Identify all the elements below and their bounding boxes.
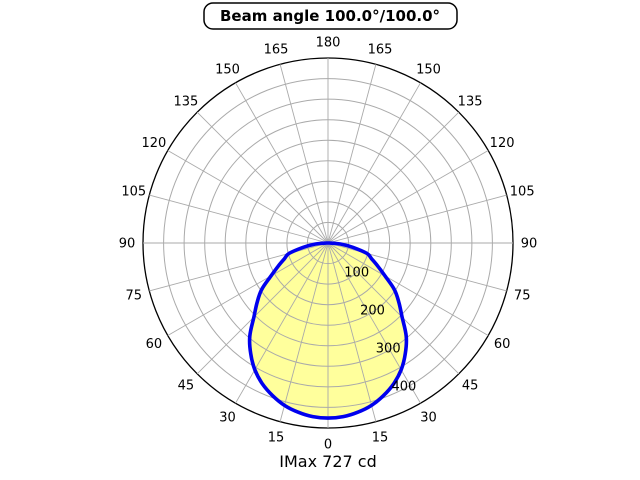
theta-tick-label-90-left: 90 <box>119 237 136 252</box>
theta-tick-label-105-right: 105 <box>510 185 535 200</box>
theta-tick-label-180: 180 <box>316 36 341 51</box>
grid-spoke-345 <box>279 242 329 422</box>
grid-spoke-15 <box>327 242 377 422</box>
theta-tick-label-90-right: 90 <box>521 237 538 252</box>
grid-spoke-315 <box>196 242 329 375</box>
grid-spoke-255 <box>149 194 329 244</box>
grid-spoke-30 <box>327 242 421 404</box>
grid-spoke-330 <box>235 242 329 404</box>
chart-title: Beam angle 100.0°/100.0° <box>220 7 440 25</box>
r-tick-label-100: 100 <box>344 266 369 281</box>
theta-tick-label-45-right: 45 <box>462 379 479 394</box>
theta-tick-label-165-right: 165 <box>368 42 393 57</box>
grid-spoke-240 <box>167 150 329 244</box>
theta-tick-label-150-left: 150 <box>215 62 240 77</box>
grid-spoke-150 <box>327 82 421 244</box>
grid-spoke-225 <box>196 111 329 244</box>
grid-spoke-105 <box>327 194 507 244</box>
r-tick-label-300: 300 <box>376 341 401 356</box>
tick-labels: 0 15 15 30 30 45 45 60 60 75 75 90 90 105 105 120 120 135… <box>119 36 538 453</box>
theta-tick-label-120-right: 120 <box>490 136 515 151</box>
theta-tick-label-135-left: 135 <box>173 94 198 109</box>
intensity-curve-stroke-layer <box>247 241 409 420</box>
theta-tick-label-15-right: 15 <box>372 431 389 446</box>
grid-spoke-120 <box>327 150 489 244</box>
title-box-outline <box>203 2 458 30</box>
theta-tick-label-30-right: 30 <box>420 411 437 426</box>
grid-spoke-45 <box>327 242 460 375</box>
theta-tick-label-45-left: 45 <box>178 379 195 394</box>
imax-caption: IMax 727 cd <box>279 452 376 471</box>
r-tick-label-400: 400 <box>391 379 416 394</box>
theta-tick-label-105-left: 105 <box>121 185 146 200</box>
grid-spoke-210 <box>235 82 329 244</box>
theta-tick-label-60-left: 60 <box>146 337 163 352</box>
theta-tick-label-60-right: 60 <box>494 337 511 352</box>
r-tick-label-200: 200 <box>360 304 385 319</box>
grid-spoke-300 <box>167 242 329 336</box>
theta-tick-label-30-left: 30 <box>219 411 236 426</box>
grid-spoke-135 <box>327 111 460 244</box>
grid-spoke-165 <box>327 64 377 244</box>
intensity-curve <box>247 241 409 420</box>
theta-tick-label-135-right: 135 <box>458 94 483 109</box>
theta-tick-label-15-left: 15 <box>268 431 285 446</box>
theta-tick-label-75-left: 75 <box>126 289 143 304</box>
theta-tick-label-75-right: 75 <box>514 289 531 304</box>
theta-tick-label-165-left: 165 <box>264 42 289 57</box>
theta-tick-label-0: 0 <box>324 438 332 453</box>
chart-title-box: Beam angle 100.0°/100.0° <box>203 2 458 30</box>
grid-spoke-60 <box>327 242 489 336</box>
theta-tick-label-120-left: 120 <box>141 136 166 151</box>
theta-tick-label-150-right: 150 <box>416 62 441 77</box>
grid-spoke-195 <box>279 64 329 244</box>
polar-grid <box>142 57 514 429</box>
